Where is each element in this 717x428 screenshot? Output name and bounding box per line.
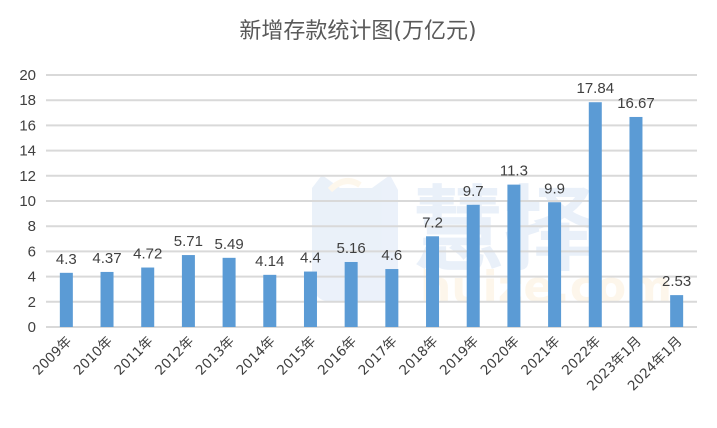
bar — [141, 267, 155, 327]
bar — [181, 255, 195, 327]
y-tick-label: 8 — [28, 218, 36, 235]
data-label: 9.9 — [544, 180, 565, 197]
x-tick-label: 2016年 — [315, 334, 360, 379]
bar — [548, 202, 562, 327]
y-tick-label: 6 — [28, 243, 36, 260]
x-tick-label: 2014年 — [233, 334, 278, 379]
data-labels: 4.3 4.37 4.72 5.71 5.49 4.14 4.4 5.16 4.6 7.2 9.7 1… — [56, 80, 691, 290]
x-tick-label: 2009年 — [30, 334, 75, 379]
data-label: 7.2 — [422, 214, 443, 231]
data-label: 5.71 — [174, 233, 203, 250]
data-label: 9.7 — [463, 183, 484, 200]
data-label: 2.53 — [662, 273, 691, 290]
x-axis-ticks: 2009年2010年2011年2012年2013年2014年2015年2016年… — [30, 334, 685, 395]
x-tick-label: 2015年 — [274, 334, 319, 379]
watermark-logo: 慧择 huize.com — [312, 175, 672, 313]
data-label: 17.84 — [577, 80, 615, 97]
y-tick-label: 0 — [28, 319, 36, 336]
y-tick-label: 20 — [19, 67, 36, 84]
x-tick-label: 2010年 — [71, 334, 116, 379]
data-label: 4.37 — [92, 250, 121, 267]
bar — [344, 261, 358, 327]
bar — [263, 274, 277, 327]
y-tick-label: 14 — [19, 143, 36, 160]
y-tick-label: 16 — [19, 117, 36, 134]
y-tick-label: 2 — [28, 294, 36, 311]
data-label: 4.6 — [381, 247, 402, 264]
data-label: 4.72 — [133, 246, 162, 263]
bar — [426, 236, 440, 327]
x-tick-label: 2020年 — [478, 334, 523, 379]
bar — [385, 269, 399, 327]
x-tick-label: 2012年 — [152, 334, 197, 379]
bar — [588, 102, 602, 327]
bar — [59, 272, 73, 327]
x-tick-label: 2011年 — [111, 334, 156, 379]
x-tick-label: 2019年 — [437, 334, 482, 379]
bars — [59, 102, 684, 327]
data-label: 5.49 — [214, 236, 243, 253]
x-tick-label: 2021年 — [518, 334, 563, 379]
bar — [670, 295, 684, 327]
gridlines — [46, 74, 697, 328]
data-label: 4.14 — [255, 253, 284, 270]
bar — [507, 184, 521, 327]
x-tick-label: 2013年 — [193, 334, 238, 379]
bar — [222, 257, 236, 327]
bar — [466, 204, 480, 327]
data-label: 11.3 — [500, 163, 528, 180]
y-tick-label: 10 — [19, 193, 36, 210]
data-label: 5.16 — [337, 240, 366, 257]
bar — [303, 271, 317, 327]
bar — [100, 271, 114, 327]
watermark-logo-text: 慧择 — [412, 177, 597, 284]
x-tick-label: 2018年 — [396, 334, 441, 379]
y-tick-label: 18 — [19, 92, 36, 109]
data-label: 4.4 — [300, 250, 321, 267]
chart-title: 新增存款统计图(万亿元) — [239, 19, 476, 44]
data-label: 4.3 — [56, 251, 77, 268]
y-tick-label: 12 — [19, 168, 36, 185]
bar — [629, 116, 643, 327]
x-tick-label: 2017年 — [356, 334, 401, 379]
watermark-mascot-icon — [312, 175, 398, 302]
y-tick-label: 4 — [28, 269, 36, 286]
y-axis-ticks: 0 2 4 6 8 10 12 14 16 18 20 — [19, 67, 36, 336]
data-label: 16.67 — [617, 95, 655, 112]
